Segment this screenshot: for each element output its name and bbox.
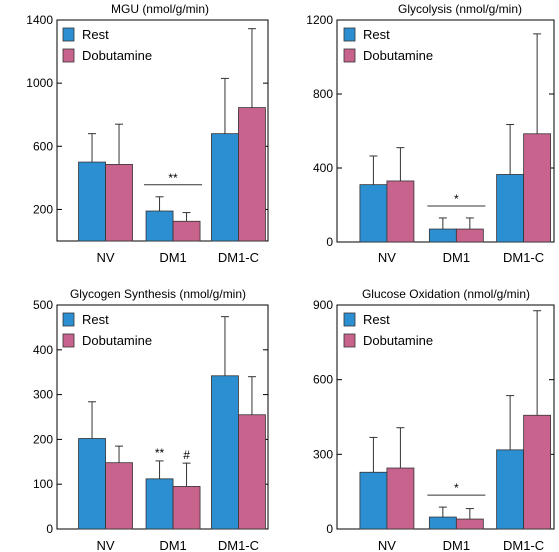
- significance-marker: #: [183, 448, 190, 462]
- legend-swatch-dobutamine: [343, 48, 356, 63]
- bar-dobutamine-dm1-c: [523, 133, 552, 243]
- bar-dobutamine-nv: [386, 180, 415, 243]
- legend-label-dobutamine: Dobutamine: [82, 48, 152, 63]
- significance-marker: **: [155, 446, 165, 460]
- bar-rest-dm1: [428, 228, 457, 243]
- y-tick-label: 1000: [26, 76, 53, 90]
- bar-dobutamine-dm1: [455, 518, 484, 530]
- x-tick-label: NV: [378, 250, 396, 265]
- x-tick-label: DM1-C: [218, 250, 259, 265]
- chart-panel-3: Glycogen Synthesis (nmol/g/min) 0 100 200 30…: [33, 287, 269, 552]
- chart-title: MGU (nmol/g/min): [111, 2, 209, 16]
- significance-marker: *: [454, 192, 459, 206]
- bar-dobutamine-dm1-c: [523, 414, 552, 530]
- chart-panel-4: Glucose Oxidation (nmol/g/min) 0 300 600 900…: [313, 287, 555, 552]
- y-tick-label: 0: [326, 522, 333, 536]
- x-tick-label: DM1: [159, 538, 186, 552]
- bar-dobutamine-dm1: [172, 220, 201, 242]
- legend-label-rest: Rest: [363, 27, 390, 42]
- bar-dobutamine-nv: [105, 164, 133, 242]
- y-tick-label: 400: [313, 161, 333, 175]
- x-tick-label: DM1: [159, 250, 186, 265]
- bar-rest-dm1: [428, 516, 457, 530]
- x-tick-label: NV: [96, 250, 114, 265]
- bar-rest-dm1-c: [211, 375, 239, 530]
- y-tick-label: 200: [33, 432, 53, 446]
- significance-marker: *: [454, 481, 459, 495]
- y-tick-label: 1200: [306, 13, 333, 27]
- y-tick-label: 300: [33, 388, 53, 402]
- bar-rest-nv: [359, 184, 388, 243]
- legend-label-rest: Rest: [82, 27, 109, 42]
- legend-label-rest: Rest: [363, 312, 390, 327]
- legend-label-rest: Rest: [82, 312, 109, 327]
- bar-dobutamine-nv: [105, 462, 133, 530]
- legend-swatch-rest: [343, 27, 356, 42]
- legend-swatch-dobutamine: [343, 333, 356, 348]
- y-tick-label: 900: [313, 298, 333, 312]
- x-tick-label: DM1-C: [503, 538, 544, 552]
- bar-rest-dm1-c: [496, 174, 525, 243]
- y-tick-label: 600: [33, 139, 53, 153]
- bar-rest-dm1: [145, 210, 174, 242]
- bar-rest-dm1-c: [211, 133, 239, 242]
- bar-rest-nv: [78, 161, 106, 242]
- x-tick-label: DM1-C: [218, 538, 259, 552]
- y-tick-label: 400: [33, 343, 53, 357]
- chart-title: Glycolysis (nmol/g/min): [398, 2, 522, 16]
- y-tick-label: 1400: [26, 13, 53, 27]
- bar-rest-nv: [78, 438, 106, 530]
- bar-rest-dm1: [145, 478, 174, 530]
- bar-dobutamine-dm1-c: [238, 414, 266, 530]
- legend-swatch-rest: [343, 312, 356, 327]
- chart-panel-1: MGU (nmol/g/min) 200 600 1000 1400 NV DM1 DM1-C…: [26, 2, 269, 265]
- bar-dobutamine-dm1: [172, 486, 201, 530]
- significance-marker: **: [168, 171, 178, 185]
- x-tick-label: NV: [96, 538, 114, 552]
- legend-swatch-dobutamine: [62, 48, 75, 63]
- y-tick-label: 200: [33, 202, 53, 216]
- y-tick-label: 0: [46, 522, 53, 536]
- y-tick-label: 100: [33, 477, 53, 491]
- chart-title: Glycogen Synthesis (nmol/g/min): [70, 287, 246, 301]
- legend-label-dobutamine: Dobutamine: [363, 48, 433, 63]
- bar-dobutamine-dm1-c: [238, 107, 266, 242]
- bar-rest-nv: [359, 471, 388, 530]
- x-tick-label: DM1: [443, 538, 470, 552]
- bar-rest-dm1-c: [496, 449, 525, 530]
- x-tick-label: NV: [378, 538, 396, 552]
- y-tick-label: 300: [313, 447, 333, 461]
- x-tick-label: DM1-C: [503, 250, 544, 265]
- bar-dobutamine-dm1: [455, 228, 484, 243]
- x-tick-label: DM1: [443, 250, 470, 265]
- y-tick-label: 500: [33, 298, 53, 312]
- legend-swatch-dobutamine: [62, 333, 75, 348]
- legend-label-dobutamine: Dobutamine: [82, 333, 152, 348]
- legend-swatch-rest: [62, 312, 75, 327]
- chart-title: Glucose Oxidation (nmol/g/min): [362, 287, 530, 301]
- bar-dobutamine-nv: [386, 467, 415, 530]
- y-tick-label: 800: [313, 87, 333, 101]
- legend-label-dobutamine: Dobutamine: [363, 333, 433, 348]
- legend-swatch-rest: [62, 27, 75, 42]
- y-tick-label: 600: [313, 373, 333, 387]
- chart-panel-2: Glycolysis (nmol/g/min) 0 400 800 1200 NV DM1 D…: [306, 2, 555, 265]
- y-tick-label: 0: [326, 235, 333, 249]
